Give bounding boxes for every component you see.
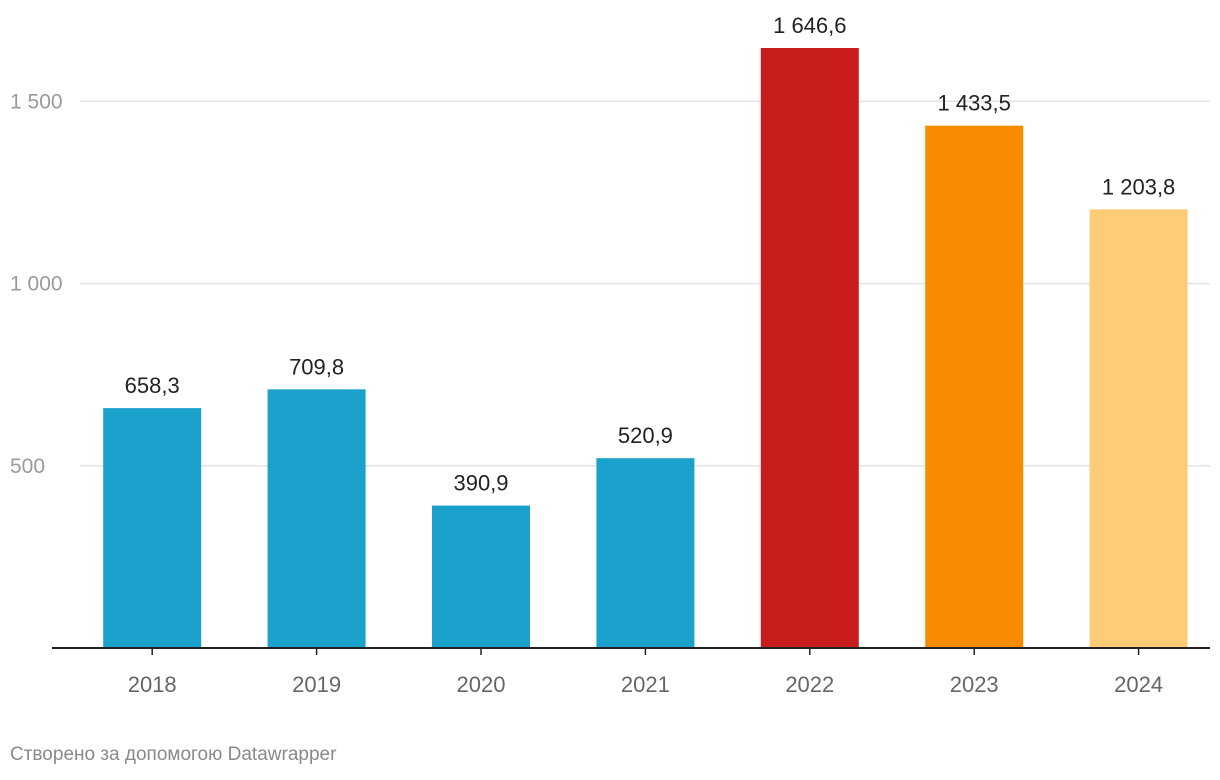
y-tick-label: 500	[10, 455, 45, 478]
value-label: 1 646,6	[773, 13, 846, 38]
x-axis	[52, 647, 1210, 655]
value-label: 1 203,8	[1102, 174, 1175, 199]
x-tick-label: 2020	[457, 672, 506, 697]
bars	[103, 48, 1188, 649]
bar-2023	[925, 125, 1024, 648]
gridlines	[80, 100, 1210, 467]
y-tick-label: 1 500	[10, 90, 63, 113]
bar-2024	[1089, 209, 1188, 649]
value-label: 1 433,5	[937, 91, 1010, 116]
x-tick-label: 2018	[128, 672, 177, 697]
bar-2018	[103, 408, 202, 648]
x-tick-label: 2019	[292, 672, 341, 697]
bar-2022	[760, 48, 859, 648]
x-tick-label: 2024	[1114, 672, 1163, 697]
bar-2020	[432, 505, 530, 648]
value-label: 709,8	[289, 354, 344, 379]
value-label: 390,9	[453, 471, 508, 496]
bar-2019	[267, 389, 366, 648]
credit-text: Створено за допомогою Datawrapper	[10, 744, 337, 765]
bar-2021	[596, 458, 695, 648]
x-tick-label: 2023	[950, 672, 999, 697]
x-tick-label: 2022	[785, 672, 834, 697]
value-label: 658,3	[125, 373, 180, 398]
labels: 500 1 000 1 500 658,3 2018 709,8 2019 390,9 2020…	[10, 13, 1175, 697]
y-tick-label: 1 000	[10, 273, 63, 296]
value-label: 520,9	[618, 423, 673, 448]
x-tick-label: 2021	[621, 672, 670, 697]
bar-chart: 500 1 000 1 500 658,3 2018 709,8 2019 390,9 2020…	[10, 13, 1210, 697]
